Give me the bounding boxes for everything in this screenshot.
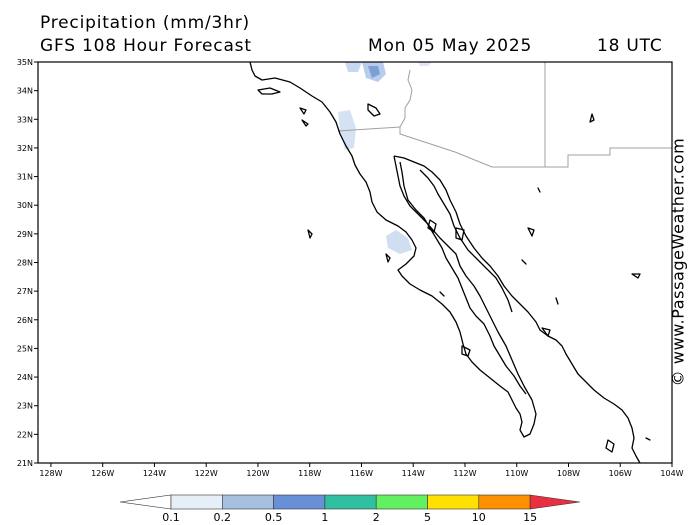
lat-label: 22N [17, 430, 33, 439]
colorbar-label: 2 [373, 511, 380, 524]
island [521, 259, 527, 265]
lat-label: 28N [17, 259, 33, 268]
colorbar-label: 15 [523, 511, 537, 524]
lat-label: 25N [17, 344, 33, 353]
island [605, 439, 615, 453]
island [645, 437, 651, 441]
us-mexico-border [337, 126, 672, 168]
island [301, 119, 309, 127]
island [257, 87, 281, 95]
colorbar-segment [478, 494, 531, 510]
pacific-coast [249, 62, 537, 438]
lat-label: 24N [17, 373, 33, 382]
island [527, 227, 535, 237]
colorbar-label: 5 [424, 511, 431, 524]
forecast-time: 18 UTC [597, 36, 663, 56]
precip-patch [418, 62, 432, 66]
island [385, 253, 391, 263]
colorbar-label: 0.1 [162, 511, 180, 524]
island [299, 107, 307, 115]
longitude-axis: 128W 126W 124W 122W 120W 118W 116W 114W 112W 110W… [39, 463, 684, 478]
island [589, 113, 595, 123]
island [307, 229, 313, 239]
lat-label: 34N [17, 87, 33, 96]
lon-label: 124W [143, 469, 166, 478]
lon-label: 114W [402, 469, 425, 478]
lat-label: 26N [17, 316, 33, 325]
latitude-axis: 35N 34N 33N 32N 31N 30N 29N 28N 27N 26N 25N 24N 23N 2… [17, 58, 38, 468]
lon-label: 106W [609, 469, 632, 478]
lat-label: 21N [17, 459, 33, 468]
colorbar-segment [119, 494, 172, 510]
precip-patch [368, 66, 380, 78]
colorbar-segment [529, 494, 581, 510]
precipitation-colorbar: 0.1 0.2 0.5 1 2 5 10 15 [119, 494, 581, 524]
lat-label: 30N [17, 201, 33, 210]
lat-label: 33N [17, 115, 33, 124]
lon-label: 110W [505, 469, 528, 478]
colorbar-label: 0.5 [265, 511, 283, 524]
island [555, 297, 559, 305]
island [631, 273, 641, 279]
lon-label: 112W [453, 469, 476, 478]
forecast-date: Mon 05 May 2025 [368, 36, 533, 56]
gulf-inner-west [399, 161, 527, 395]
island [439, 291, 445, 297]
lat-label: 27N [17, 287, 33, 296]
borders [337, 62, 672, 168]
island [461, 345, 471, 357]
forecast-label: GFS 108 Hour Forecast [40, 36, 252, 56]
gulf-inner-east [419, 169, 513, 313]
lat-label: 35N [17, 58, 33, 67]
colorbar-segment [273, 494, 326, 510]
colorbar-segment [170, 494, 223, 510]
lat-label: 31N [17, 173, 33, 182]
colorbar-segment [375, 494, 428, 510]
island [537, 187, 541, 193]
precip-patch [386, 230, 412, 254]
lon-label: 120W [246, 469, 269, 478]
island [455, 227, 465, 241]
colorbar-label: 1 [321, 511, 328, 524]
california-arizona-border [399, 69, 413, 128]
coastline [249, 62, 651, 463]
map-title: Precipitation (mm/3hr) [40, 13, 250, 33]
island [427, 219, 437, 233]
colorbar-label: 0.2 [214, 511, 232, 524]
lon-label: 108W [557, 469, 580, 478]
colorbar-segment [427, 494, 480, 510]
lon-label: 122W [195, 469, 218, 478]
lon-label: 116W [350, 469, 373, 478]
lat-label: 23N [17, 402, 33, 411]
colorbar-segment [222, 494, 274, 510]
island [367, 103, 381, 117]
lon-label: 126W [91, 469, 114, 478]
map-frame [37, 61, 673, 464]
lon-label: 128W [39, 469, 62, 478]
lat-label: 32N [17, 144, 33, 153]
precip-patch [345, 62, 362, 72]
gulf-of-california-east-coast [393, 155, 641, 463]
lat-label: 29N [17, 230, 33, 239]
lon-label: 104W [660, 469, 683, 478]
colorbar-label: 10 [472, 511, 486, 524]
colorbar-segment [324, 494, 377, 510]
lon-label: 118W [298, 469, 321, 478]
island [541, 327, 551, 337]
